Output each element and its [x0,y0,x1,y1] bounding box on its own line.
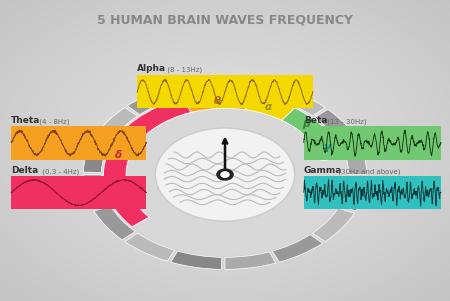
Text: Alpha: Alpha [137,64,166,73]
FancyBboxPatch shape [137,75,313,108]
Text: δ: δ [115,150,122,160]
Text: (0.3 - 4Hz): (0.3 - 4Hz) [40,168,80,175]
Wedge shape [83,175,109,209]
Wedge shape [275,88,325,116]
Wedge shape [225,252,276,269]
Wedge shape [315,109,356,143]
Wedge shape [127,87,178,115]
Wedge shape [83,138,111,172]
Wedge shape [171,251,222,269]
Text: Delta: Delta [11,166,39,175]
Text: (8 - 13Hz): (8 - 13Hz) [165,67,202,73]
Text: Theta: Theta [11,116,40,125]
Wedge shape [94,206,135,240]
Wedge shape [339,177,367,211]
Text: γ: γ [324,142,331,152]
Text: β: β [302,119,309,129]
Wedge shape [246,95,295,120]
Wedge shape [312,208,355,242]
Circle shape [217,169,233,180]
Text: α: α [265,102,272,112]
FancyBboxPatch shape [304,126,441,160]
Wedge shape [174,80,225,97]
Text: (13 - 30Hz): (13 - 30Hz) [325,118,367,125]
FancyBboxPatch shape [11,176,146,209]
Text: (30Hz and above): (30Hz and above) [336,168,400,175]
Text: Gamma: Gamma [304,166,342,175]
Wedge shape [125,233,175,261]
Wedge shape [184,93,250,112]
FancyBboxPatch shape [11,126,146,160]
Wedge shape [272,234,323,262]
Circle shape [155,128,295,221]
Text: (4 - 8Hz): (4 - 8Hz) [37,118,70,125]
Text: Beta: Beta [304,116,327,125]
Wedge shape [309,132,344,161]
Wedge shape [95,107,138,141]
Wedge shape [282,108,328,139]
Wedge shape [228,80,279,98]
Circle shape [221,172,229,177]
Wedge shape [104,98,191,227]
Circle shape [104,94,346,255]
Wedge shape [341,141,367,175]
Text: 5 HUMAN BRAIN WAVES FREQUENCY: 5 HUMAN BRAIN WAVES FREQUENCY [97,13,353,26]
FancyBboxPatch shape [304,176,441,209]
Text: θ: θ [214,96,221,106]
